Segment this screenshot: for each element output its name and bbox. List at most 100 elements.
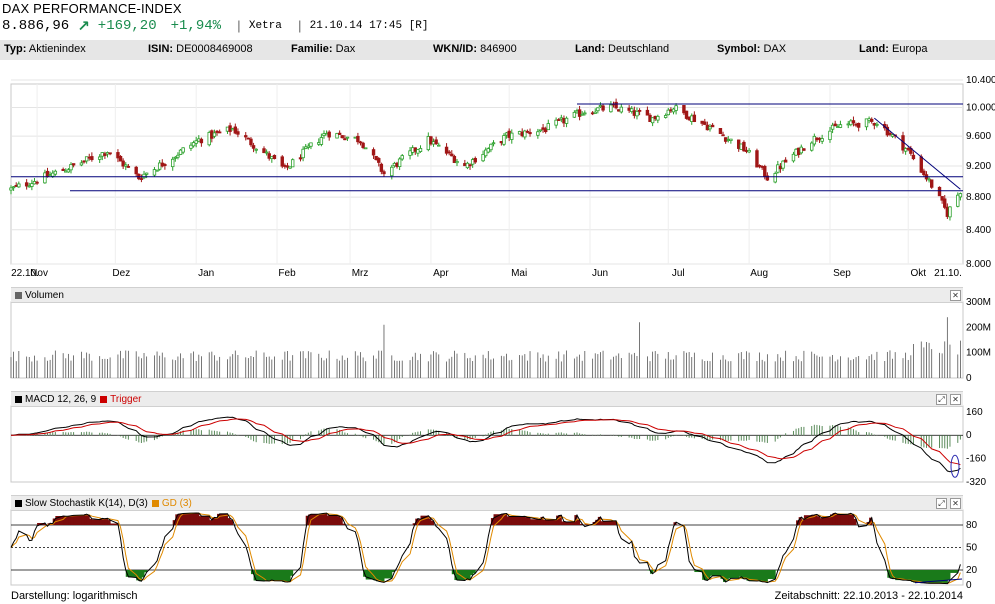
oversold-fill [923, 570, 927, 584]
info-land: Land: Deutschland [575, 43, 670, 55]
macd-plot-area [10, 405, 964, 483]
highlight-ellipse [950, 454, 960, 478]
oversold-fill [290, 570, 294, 576]
candle-body [9, 187, 13, 191]
overbought-fill [227, 518, 231, 525]
overbought-fill [91, 519, 101, 525]
oversold-fill [365, 570, 375, 580]
candle-body [763, 165, 767, 178]
overbought-fill [563, 521, 568, 525]
close-icon[interactable]: ✕ [950, 290, 961, 301]
candle-body [546, 123, 550, 131]
close-icon[interactable]: ✕ [950, 394, 961, 405]
stoch-tick-label: 0 [966, 580, 972, 591]
price-change-pct: +1,94% [170, 18, 222, 34]
price-tick-label: 8.400 [966, 225, 991, 236]
volume-tick-label: 0 [966, 373, 972, 384]
overbought-fill [848, 513, 852, 525]
overbought-fill [610, 520, 614, 525]
candle-body [340, 135, 344, 139]
overbought-fill [180, 513, 184, 525]
macd-panel-header: MACD 12, 26, 9 Trigger [11, 391, 963, 407]
stoch-panel-header: Slow Stochastik K(14), D(3) GD (3) [11, 495, 963, 511]
oversold-fill [895, 570, 904, 581]
close-icon[interactable]: ✕ [950, 498, 961, 509]
x-tick-label: Feb [278, 268, 296, 279]
x-tick-label: Sep [833, 268, 851, 279]
quote-row: 8.886,96 ↗ +169,20 +1,94% | Xetra | 21.1… [2, 17, 429, 35]
macd-swatch [15, 395, 22, 403]
overbought-fill [211, 517, 215, 525]
candle-body [630, 108, 634, 112]
oversold-fill [741, 570, 745, 579]
candle-body [645, 109, 650, 116]
overbought-fill [493, 514, 502, 525]
candle-body [144, 172, 149, 175]
stoch-d-line [10, 512, 961, 585]
overbought-fill [196, 513, 200, 525]
candle-body [940, 196, 944, 201]
candle-body [663, 115, 668, 118]
candle-body [397, 158, 402, 167]
volume-plot-area [10, 301, 964, 379]
info-typ: Typ: Aktienindex [4, 43, 86, 55]
candle-body [400, 155, 404, 160]
overbought-fill [52, 518, 56, 525]
overbought-fill [511, 516, 521, 525]
overbought-fill [73, 515, 82, 525]
expand-icon[interactable]: ⤢ [936, 394, 947, 405]
candle-body [176, 154, 180, 158]
candle-body [525, 130, 530, 133]
candle-body [710, 124, 715, 128]
candle-body [61, 168, 65, 172]
info-familie: Familie: Dax [291, 43, 356, 55]
x-tick-label: Jun [592, 268, 608, 279]
candle-body [491, 142, 496, 145]
expand-icon[interactable]: ⤢ [936, 498, 947, 509]
candle-body [301, 148, 305, 159]
candle-body [199, 138, 204, 144]
candle-body [126, 166, 131, 168]
candle-body [377, 158, 381, 163]
candle-body [528, 132, 532, 135]
oversold-fill [702, 570, 706, 580]
candle-body [327, 131, 331, 138]
up-arrow-icon: ↗ [77, 17, 90, 35]
candle-body [371, 149, 376, 156]
candle-body [864, 118, 869, 128]
oversold-fill [908, 570, 912, 581]
overbought-fill [68, 515, 72, 525]
overbought-fill [420, 515, 429, 525]
candle-body [609, 104, 613, 113]
time-period: Zeitabschnitt: 22.10.2013 - 22.10.2014 [774, 590, 963, 602]
x-tick-label: Okt [910, 268, 926, 279]
candle-body [773, 173, 777, 183]
overbought-fill [326, 515, 330, 525]
candle-body [596, 107, 600, 112]
candle-body [742, 141, 746, 152]
stoch-swatch [15, 499, 22, 507]
candle-body [272, 154, 277, 160]
candle-body [267, 153, 271, 159]
oversold-fill [271, 570, 275, 581]
overbought-fill [175, 514, 179, 525]
overbought-fill [412, 523, 416, 525]
macd-tick-label: 0 [966, 430, 972, 441]
candle-body [450, 153, 454, 157]
overbought-fill [428, 518, 432, 525]
overbought-fill [107, 520, 111, 525]
stoch-tick-label: 80 [966, 520, 978, 531]
candle-body [943, 198, 947, 208]
candle-body [721, 134, 725, 137]
candles [9, 98, 963, 221]
candle-body [212, 132, 217, 137]
candle-body [288, 166, 292, 169]
volume-tick-label: 200M [966, 322, 991, 333]
oversold-fill [373, 570, 377, 581]
overbought-fill [430, 520, 435, 525]
overbought-fill [530, 519, 539, 525]
oversold-fill [284, 570, 288, 583]
overbought-fill [853, 518, 857, 525]
oversold-fill [767, 570, 776, 580]
oversold-fill [647, 570, 651, 571]
